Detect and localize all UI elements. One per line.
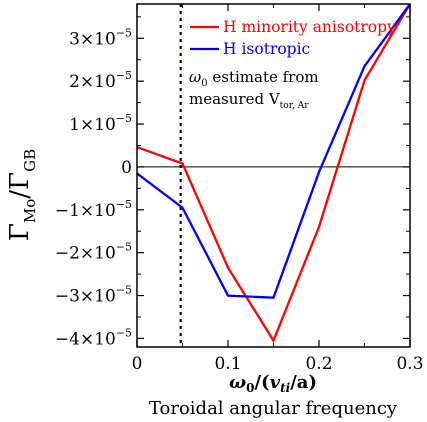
annotation-line1: estimate from xyxy=(208,68,319,86)
y-tick-label: 3×10−5 xyxy=(69,26,132,49)
x-axis-label: ω0/(vti/a) Toroidal angular frequency xyxy=(149,372,398,419)
annotation-line2: measured V xyxy=(189,90,281,108)
annotation-line2-sub: tor, Ar xyxy=(280,101,310,111)
x-tick-label: 0.1 xyxy=(214,354,241,374)
x-tick-label: 0.3 xyxy=(396,354,423,374)
ylabel-sub-mo: Mo xyxy=(21,199,39,223)
y-tick-label: −3×10−5 xyxy=(55,284,132,307)
series-line-1 xyxy=(136,3,411,344)
xlabel-secondary: Toroidal angular frequency xyxy=(149,398,398,419)
ylabel-gamma-mo: Γ xyxy=(5,223,35,241)
xlabel-omega: ω xyxy=(229,372,246,393)
annotation: ω0 estimate from measured Vtor, Ar xyxy=(189,68,319,111)
plot-area: 0 0.1 0.2 0.3 −4×10−5 −3×10−5 −2×10−5 −1×10−5 0 1… xyxy=(55,3,424,374)
xlabel-v: v xyxy=(270,372,281,393)
y-tick-label: 2×10−5 xyxy=(69,69,132,92)
legend-label-2: H isotropic xyxy=(223,40,310,58)
series-line-2 xyxy=(136,3,411,299)
ylabel-sub-gb: GB xyxy=(21,149,39,172)
y-tick-label: −4×10−5 xyxy=(55,326,132,349)
svg-text:ω0 estimate from: ω0 estimate from xyxy=(189,68,319,89)
legend-label-1: H minority anisotropy xyxy=(223,18,396,36)
svg-text:measured Vtor, Ar: measured Vtor, Ar xyxy=(189,90,309,111)
legend: H minority anisotropy H isotropic xyxy=(190,18,396,58)
ylabel-gamma-gb: Γ xyxy=(5,172,35,190)
svg-text:ω0/(vti/a): ω0/(vti/a) xyxy=(229,372,317,395)
x-tick-label: 0 xyxy=(132,354,143,374)
ylabel-slash: / xyxy=(5,190,35,199)
annotation-omega: ω xyxy=(189,68,201,86)
y-tick-label: −2×10−5 xyxy=(55,241,132,264)
xlabel-omega-sub: 0 xyxy=(246,381,254,395)
y-tick-label: 1×10−5 xyxy=(69,112,132,135)
xlabel-slash: /( xyxy=(255,372,270,393)
y-tick-label: 0 xyxy=(121,158,132,178)
y-tick-label: −1×10−5 xyxy=(55,198,132,221)
x-tick-label: 0.2 xyxy=(305,354,332,374)
annotation-omega-sub: 0 xyxy=(201,78,207,89)
y-axis-label: ΓMo/ΓGB xyxy=(5,149,39,241)
xlabel-a: /a) xyxy=(290,372,317,393)
xlabel-v-sub: ti xyxy=(280,381,291,395)
svg-text:ΓMo/ΓGB: ΓMo/ΓGB xyxy=(5,149,39,241)
